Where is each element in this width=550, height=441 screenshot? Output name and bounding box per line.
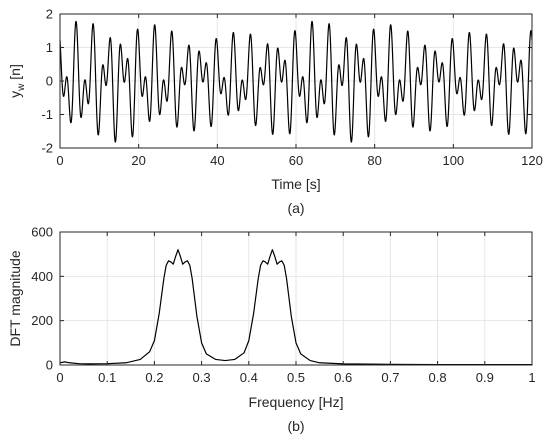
dft-x-tick-label: 0.6 xyxy=(334,370,352,385)
dft-magnitude-line xyxy=(59,249,532,366)
time-series-y-axis-label: yw [n] xyxy=(7,64,27,98)
dft-x-tick-label: 0.5 xyxy=(287,370,305,385)
dft-x-tick-label: 0.9 xyxy=(476,370,494,385)
dft-x-tick-label: 0.4 xyxy=(240,370,258,385)
time-series-x-tick-label: 60 xyxy=(289,153,303,168)
dft-x-tick-label: 0.8 xyxy=(429,370,447,385)
dft-x-axis-label: Frequency [Hz] xyxy=(249,394,344,410)
time-series-y-axis-symbol: y xyxy=(7,91,23,98)
time-series-x-tick-label: 20 xyxy=(131,153,145,168)
dft-chart: 0 0.1 0.2 0.3 0.4 0.5 0.6 0.7 0.8 0.9 10200400600 … xyxy=(7,225,536,435)
time-series-y-tick-label: -2 xyxy=(41,141,53,156)
dft-y-tick-label: 600 xyxy=(31,225,53,240)
time-series-x-axis-label: Time [s] xyxy=(271,176,320,192)
dft-x-tick-label: 0 xyxy=(56,370,63,385)
dft-y-axis-label: DFT magnitude xyxy=(7,250,23,346)
time-series-x-tick-label: 120 xyxy=(521,153,543,168)
time-series-x-tick-label: 80 xyxy=(367,153,381,168)
time-series-ticks: 0 20 40 60 80 100 120 -2 -1 0 1 2 xyxy=(41,7,542,169)
dft-ticks: 0 0.1 0.2 0.3 0.4 0.5 0.6 0.7 0.8 0.9 1 0 200 400 600 xyxy=(31,225,535,386)
dft-caption: (b) xyxy=(287,418,304,434)
time-series-line xyxy=(59,20,533,143)
time-series-y-tick-label: 2 xyxy=(46,7,53,22)
time-series-y-tick-label: 1 xyxy=(46,40,53,55)
dft-y-tick-label: 0 xyxy=(46,358,53,373)
dft-x-tick-label: 0.7 xyxy=(381,370,399,385)
time-series-chart: 0 20 40 60 80 100 120 -2 -1 0 1 2 Time [s] yw [n] (… xyxy=(7,7,543,217)
time-series-y-tick-label: -1 xyxy=(41,107,53,122)
dft-y-tick-label: 200 xyxy=(31,313,53,328)
time-series-y-axis-unit: [n] xyxy=(7,64,23,83)
dft-x-tick-label: 1 xyxy=(528,370,535,385)
time-series-y-axis-subscript: w xyxy=(16,83,27,92)
dft-x-tick-label: 0.1 xyxy=(98,370,116,385)
dft-x-tick-label: 0.3 xyxy=(193,370,211,385)
time-series-x-tick-label: 100 xyxy=(442,153,464,168)
time-series-caption: (a) xyxy=(287,200,304,216)
dft-y-tick-label: 400 xyxy=(31,269,53,284)
time-series-x-tick-label: 0 xyxy=(56,153,63,168)
time-series-y-tick-label: 0 xyxy=(46,74,53,89)
time-series-x-tick-label: 40 xyxy=(210,153,224,168)
dft-x-tick-label: 0.2 xyxy=(145,370,163,385)
